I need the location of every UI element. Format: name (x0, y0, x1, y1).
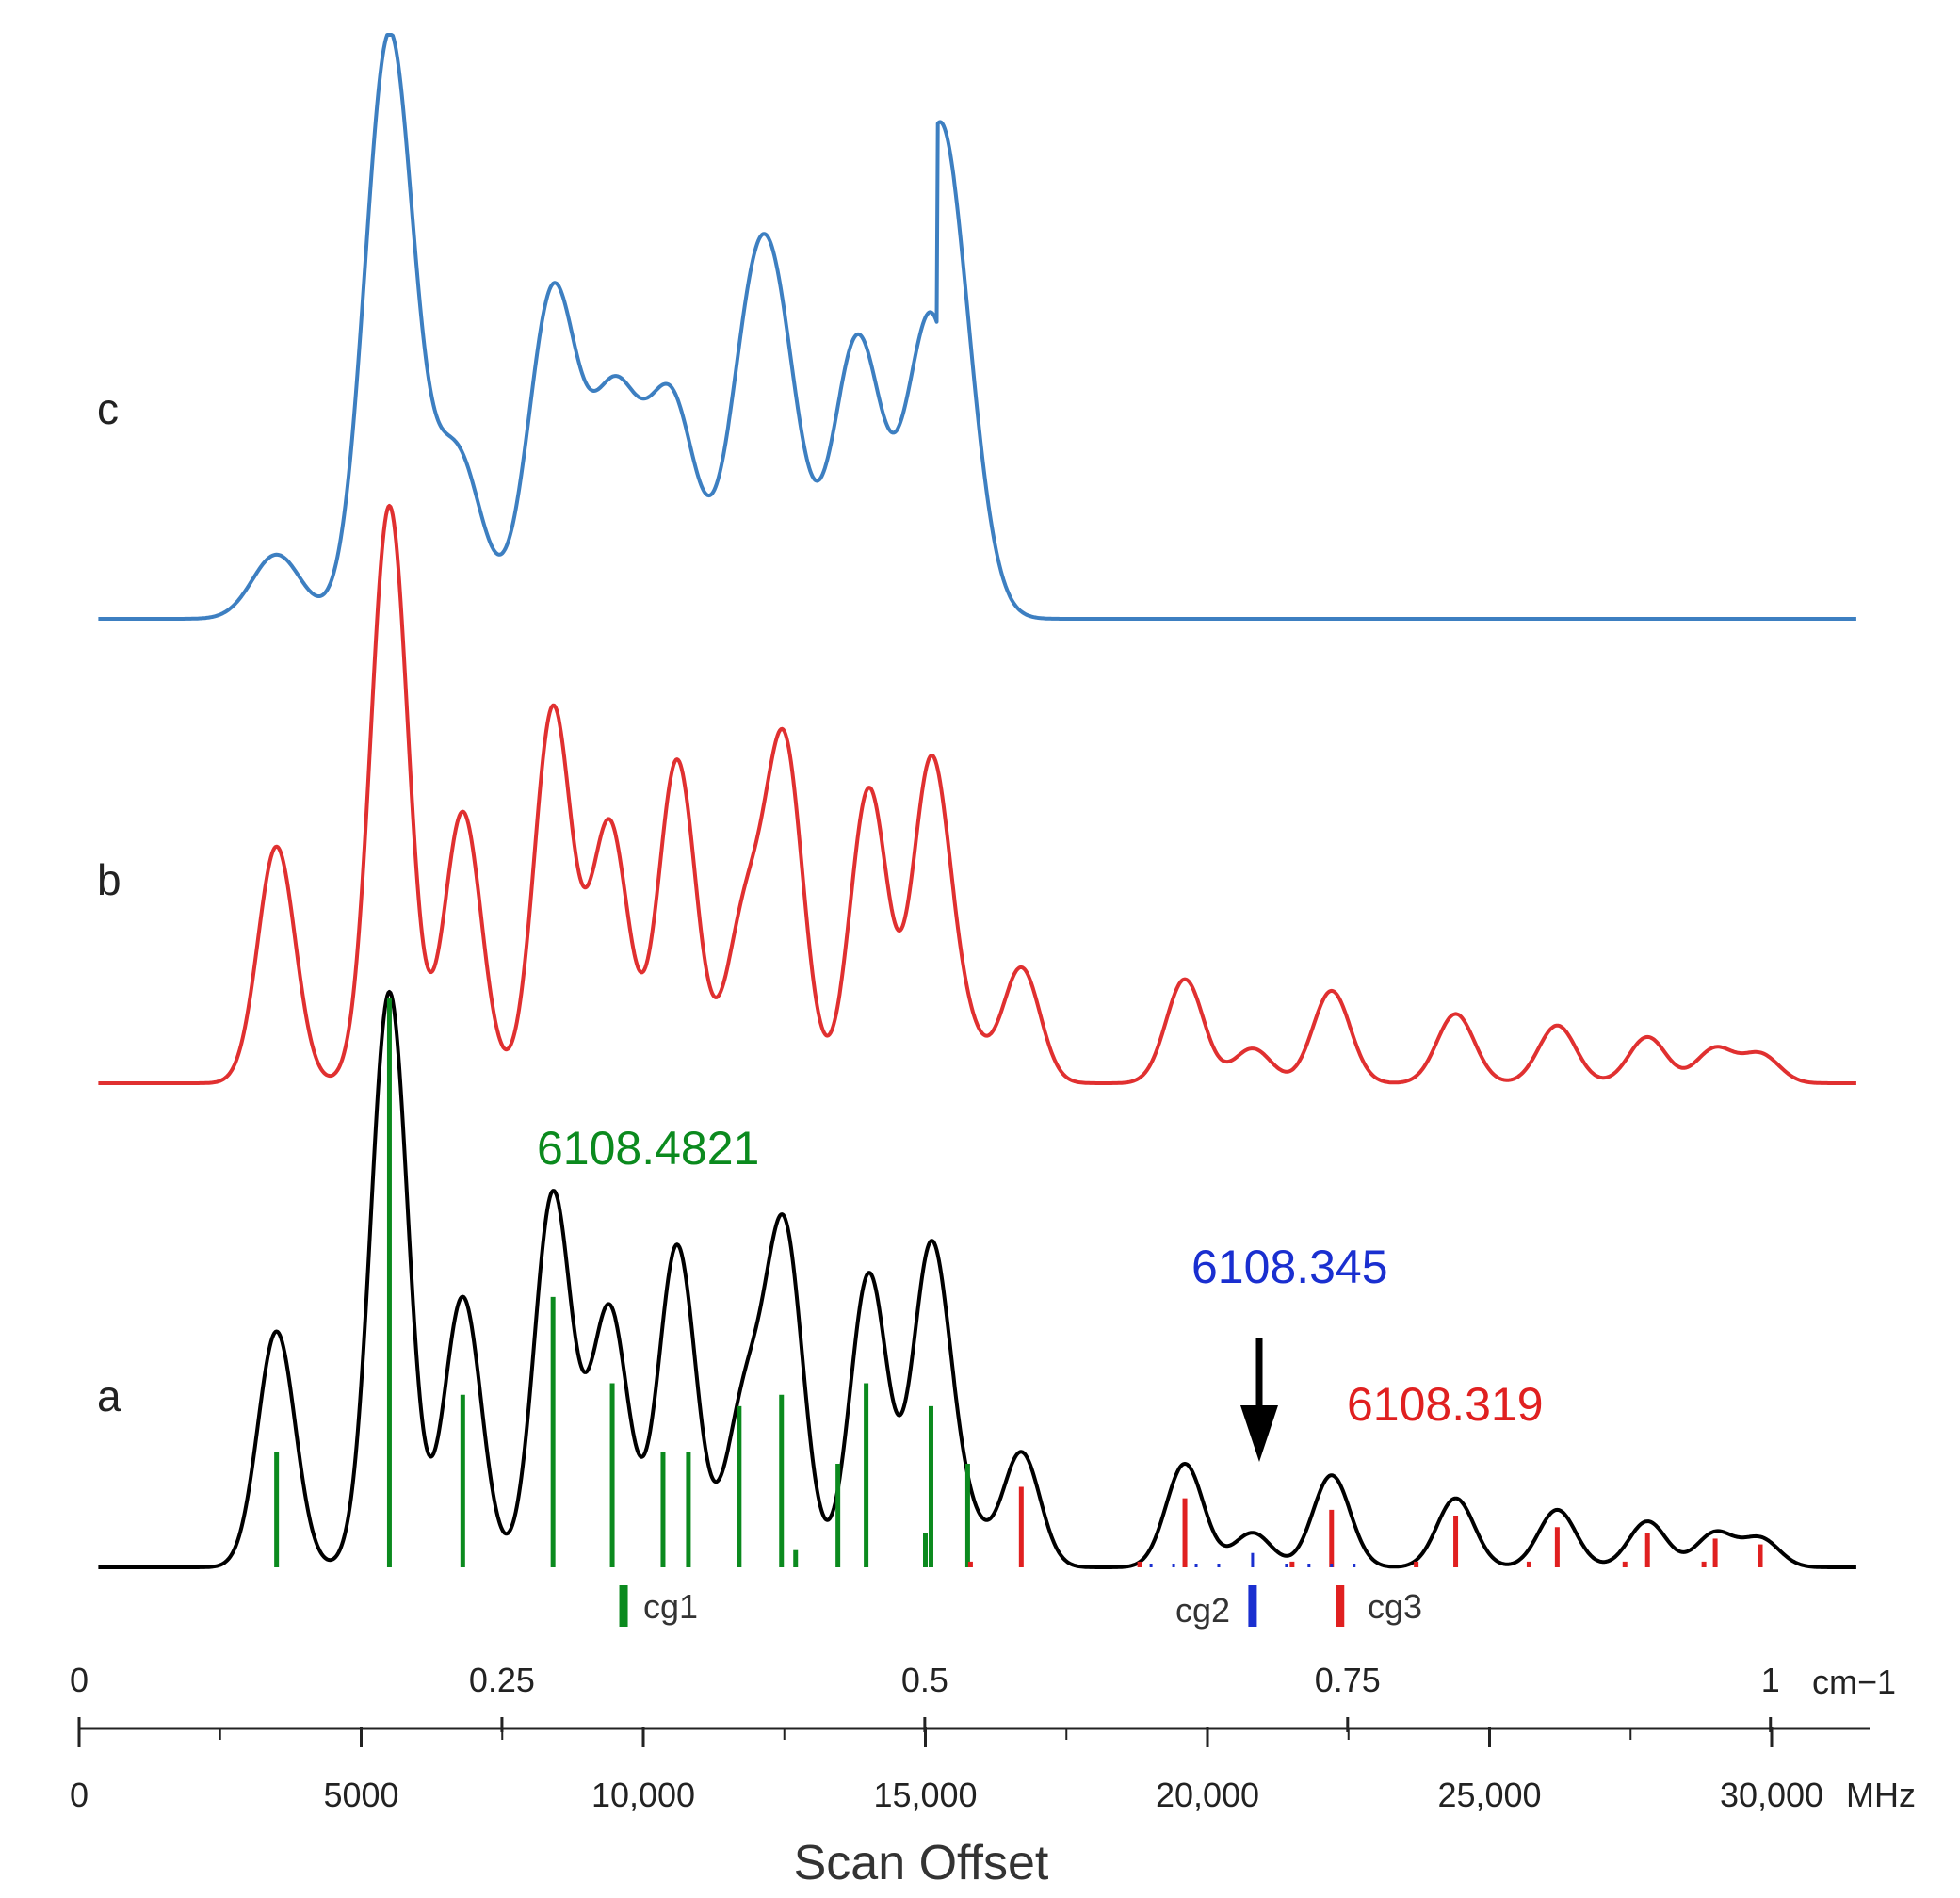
trace-a (97, 990, 1857, 1569)
x-axis-unit-cm: cm−1 (1812, 1663, 1896, 1701)
x-tick-label-mhz-0: 0 (70, 1776, 89, 1814)
series-label-b: b (97, 855, 121, 904)
x-tick-label-mhz-4: 20,000 (1156, 1776, 1259, 1814)
stick-layer (274, 998, 1763, 1567)
band-label-cg2: cg2 (1175, 1591, 1230, 1630)
series-label-a: a (97, 1371, 121, 1420)
x-tick-label-cm-3: 0.75 (1315, 1661, 1381, 1699)
trace-layer (97, 33, 1857, 1569)
annotation-cg3-frequency: 6108.319 (1347, 1378, 1544, 1431)
trace-c (97, 33, 1857, 621)
series-label-c: c (97, 384, 119, 433)
band-label-cg1: cg1 (643, 1587, 698, 1626)
x-tick-label-cm-1: 0.25 (469, 1661, 535, 1699)
x-axis-unit-mhz: MHz (1846, 1776, 1916, 1814)
x-axis-title: Scan Offset (794, 1836, 1049, 1890)
x-tick-label-mhz-2: 10,000 (591, 1776, 695, 1814)
x-tick-label-mhz-1: 5000 (323, 1776, 398, 1814)
x-tick-label-cm-0: 0 (70, 1661, 89, 1699)
axes-layer: 0 0.25 0.5 0.75 1 0 5000 10,000 15,000 20,000 25,0… (70, 1661, 1870, 1814)
x-tick-label-cm-4: 1 (1761, 1661, 1780, 1699)
x-tick-label-mhz-6: 30,000 (1720, 1776, 1823, 1814)
x-tick-label-cm-2: 0.5 (901, 1661, 948, 1699)
annotation-cg1-frequency: 6108.4821 (537, 1122, 759, 1175)
x-tick-label-mhz-3: 15,000 (873, 1776, 977, 1814)
band-center-layer (619, 1585, 1345, 1627)
x-tick-label-mhz-5: 25,000 (1437, 1776, 1541, 1814)
band-label-cg3: cg3 (1368, 1587, 1422, 1626)
trace-b (97, 504, 1857, 1085)
down-arrow-icon (1240, 1338, 1278, 1462)
annotation-cg2-frequency: 6108.345 (1191, 1241, 1388, 1293)
